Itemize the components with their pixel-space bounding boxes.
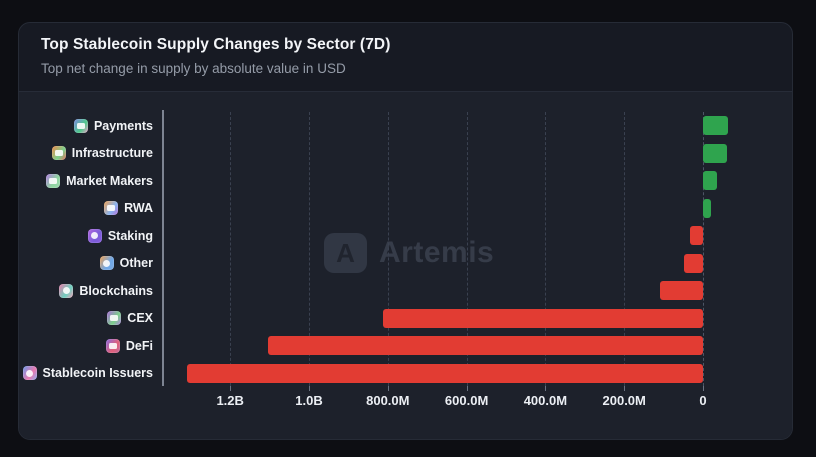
zero-line — [703, 112, 704, 386]
category-label-text: CEX — [127, 311, 153, 325]
category-label-blockchains: Blockchains — [59, 282, 153, 300]
category-label-text: Market Makers — [66, 173, 153, 188]
artemis-logo-icon: A — [324, 233, 367, 273]
category-label-text: Payments — [93, 118, 153, 133]
bar-market-makers[interactable] — [703, 171, 717, 190]
bar-payments[interactable] — [703, 116, 728, 135]
category-label-text: Stablecoin Issuers — [42, 366, 153, 380]
bar-defi[interactable] — [268, 336, 703, 355]
category-label-text: Staking — [107, 228, 153, 243]
x-axis-tickmark — [309, 386, 310, 391]
x-tick-label: 800.0M — [366, 393, 410, 408]
bar-infrastructure[interactable] — [703, 143, 727, 163]
staking-icon — [87, 228, 102, 243]
defi-icon — [105, 338, 120, 353]
gridline — [230, 112, 232, 386]
category-label-stablecoin-issuers: Stablecoin Issuers — [22, 364, 153, 382]
artemis-wordmark: Artemis — [379, 236, 495, 269]
category-label-rwa: RWA — [104, 199, 153, 217]
category-label-text: DeFi — [125, 338, 153, 353]
bar-other[interactable] — [684, 253, 703, 273]
artemis-logo-letter: A — [336, 238, 355, 268]
x-axis-tickmark — [624, 386, 626, 391]
rwa-icon-glyph — [107, 205, 116, 211]
artemis-watermark: A Artemis — [324, 233, 494, 273]
market-makers-icon-glyph — [49, 177, 58, 184]
gridline — [309, 112, 310, 386]
bar-blockchains[interactable] — [659, 281, 703, 300]
card-header: Top Stablecoin Supply Changes by Sector … — [19, 23, 792, 92]
x-tick-label: 400.0M — [523, 393, 568, 408]
blockchains-icon — [59, 283, 74, 298]
category-label-cex: CEX — [107, 309, 153, 327]
other-icon — [99, 256, 114, 270]
category-label-staking: Staking — [87, 227, 153, 245]
gridline — [466, 112, 468, 386]
x-axis-tickmark — [387, 386, 389, 391]
other-icon-glyph — [103, 259, 111, 267]
market-makers-icon — [46, 173, 61, 188]
category-label-market-makers: Market Makers — [46, 172, 153, 190]
category-label-text: Infrastructure — [71, 146, 153, 160]
cex-icon — [107, 311, 122, 325]
chart-subtitle: Top net change in supply by absolute val… — [41, 61, 346, 76]
blockchains-icon-glyph — [62, 287, 70, 294]
stablecoin-issuers-icon-glyph — [26, 369, 34, 377]
stablecoin-issuers-icon — [22, 366, 37, 380]
category-label-text: Other — [119, 256, 153, 270]
x-tick-label: 600.0M — [444, 393, 489, 408]
chart-card: Top Stablecoin Supply Changes by Sector … — [18, 22, 793, 440]
infrastructure-icon — [51, 146, 66, 160]
category-label-other: Other — [99, 254, 153, 272]
staking-icon-glyph — [91, 232, 99, 239]
gridline — [624, 112, 626, 386]
category-label-text: RWA — [124, 201, 153, 215]
x-axis-tickmark — [230, 386, 232, 391]
bar-stablecoin-issuers[interactable] — [186, 363, 703, 383]
chart-title: Top Stablecoin Supply Changes by Sector … — [41, 36, 391, 53]
category-label-payments: Payments — [73, 117, 153, 135]
category-label-infrastructure: Infrastructure — [51, 144, 153, 162]
defi-icon-glyph — [108, 342, 117, 349]
bar-rwa[interactable] — [703, 198, 711, 218]
cex-icon-glyph — [110, 315, 119, 321]
bar-chart-plot-area: A Artemis 1.2B 1.0B 800.0M 600.0M 400.0M 200.… — [19, 92, 792, 439]
payments-icon-glyph — [76, 122, 85, 129]
x-tick-label: 0 — [699, 393, 707, 408]
infrastructure-icon-glyph — [54, 150, 63, 156]
x-axis-tickmark — [703, 386, 704, 391]
x-tick-label: 200.0M — [602, 393, 646, 408]
y-axis-line — [162, 110, 164, 386]
gridline — [545, 112, 547, 386]
rwa-icon — [104, 201, 119, 215]
x-axis-tickmark — [545, 386, 547, 391]
category-label-text: Blockchains — [79, 283, 153, 298]
x-tick-label: 1.2B — [216, 393, 244, 408]
bar-staking[interactable] — [689, 226, 703, 245]
payments-icon — [73, 118, 88, 133]
bar-cex[interactable] — [383, 308, 703, 328]
x-tick-label: 1.0B — [295, 393, 323, 408]
x-axis-tickmark — [466, 386, 468, 391]
category-label-defi: DeFi — [105, 337, 153, 355]
gridline — [387, 112, 389, 386]
